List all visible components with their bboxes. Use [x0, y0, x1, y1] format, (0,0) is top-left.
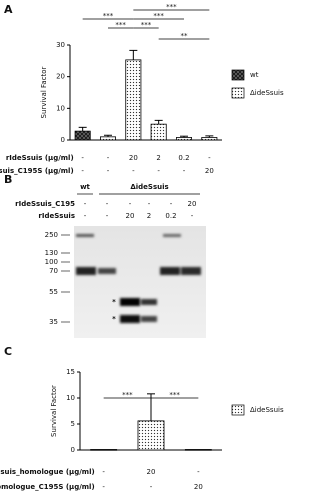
band-asterisk: *: [112, 298, 116, 306]
condition-label: rIdeSsuis_homologue_C195S (µg/ml): [0, 483, 95, 491]
condition-value: -: [148, 200, 151, 208]
bar: [150, 123, 167, 141]
y-axis-label: Survival Factor: [50, 385, 58, 437]
significance-label: ***: [169, 391, 180, 399]
significance-label: ***: [153, 12, 164, 20]
error-bar: [104, 134, 112, 137]
condition-value: 0.2: [178, 154, 189, 162]
condition-value: 2: [147, 212, 151, 220]
condition-value: -: [84, 200, 87, 208]
marker-label: 250: [45, 231, 58, 239]
condition-value: -: [107, 167, 110, 175]
lane-group-label: wt: [80, 183, 90, 191]
condition-value: -: [106, 212, 109, 220]
y-tick-label: 10: [66, 394, 75, 402]
y-tick-label: 30: [56, 41, 65, 49]
condition-value: -: [157, 167, 160, 175]
condition-value: -: [170, 200, 173, 208]
bar: [201, 137, 218, 141]
significance-label: ***: [122, 391, 133, 399]
significance-label: ***: [141, 21, 152, 29]
y-tick-label: 15: [66, 368, 75, 376]
bar: [125, 59, 142, 141]
condition-value: 0.2: [165, 212, 176, 220]
condition-value: -: [132, 167, 135, 175]
legend-swatch: [231, 404, 245, 416]
panel-letter: C: [4, 345, 12, 358]
condition-value: -: [106, 200, 109, 208]
error-bar: [78, 126, 87, 132]
condition-value: -: [107, 154, 110, 162]
error-bar: [154, 119, 163, 125]
condition-value: -: [191, 212, 194, 220]
significance-label: ***: [103, 12, 114, 20]
condition-value: -: [208, 154, 211, 162]
condition-value: -: [102, 483, 105, 491]
legend-swatch: [231, 69, 245, 81]
lane-group-label: ΔideSsuis: [130, 183, 168, 191]
condition-value: -: [129, 200, 132, 208]
marker-label: 70: [49, 267, 58, 275]
significance-label: ***: [115, 21, 126, 29]
condition-value: 20: [129, 154, 138, 162]
error-bar: [205, 135, 214, 138]
condition-label: rIdeSsuis_C195S (µg/ml): [0, 167, 74, 175]
y-tick-label: 0: [61, 136, 65, 144]
condition-value: 20: [147, 468, 156, 476]
condition-value: 2: [156, 154, 160, 162]
condition-label: rIdeSsuis: [38, 212, 75, 220]
legend-label: ΔideSsuis: [250, 406, 284, 414]
marker-label: 35: [49, 318, 58, 326]
legend-label: wt: [250, 71, 259, 79]
legend-swatch: [231, 87, 245, 99]
error-bar: [180, 135, 188, 138]
panel-letter: A: [4, 3, 13, 16]
condition-value: -: [197, 468, 200, 476]
bar: [184, 449, 212, 451]
significance-label: ***: [166, 3, 177, 11]
bar: [74, 130, 91, 141]
y-tick-label: 10: [56, 104, 65, 112]
condition-value: 20: [205, 167, 214, 175]
condition-value: -: [183, 167, 186, 175]
condition-value: 20: [188, 200, 197, 208]
band-asterisk: *: [112, 315, 116, 323]
condition-label: rIdeSsuis_C195: [15, 200, 75, 208]
marker-label: 130: [45, 249, 58, 257]
legend-label: ΔideSsuis: [250, 89, 284, 97]
condition-label: rIdeSsuis_homologue (µg/ml): [0, 468, 95, 476]
condition-value: -: [150, 483, 153, 491]
condition-value: -: [81, 154, 84, 162]
y-tick-label: 0: [71, 446, 75, 454]
condition-label: rIdeSsuis (µg/ml): [6, 154, 74, 162]
y-tick-label: 5: [71, 420, 75, 428]
condition-value: 20: [126, 212, 135, 220]
y-tick-label: 20: [56, 73, 65, 81]
marker-label: 100: [45, 258, 58, 266]
condition-value: -: [81, 167, 84, 175]
significance-label: **: [181, 32, 189, 40]
condition-value: -: [84, 212, 87, 220]
bar: [100, 136, 117, 141]
marker-label: 55: [49, 288, 58, 296]
bar: [90, 449, 118, 451]
error-bar: [129, 49, 138, 60]
condition-value: 20: [194, 483, 203, 491]
condition-value: -: [102, 468, 105, 476]
y-axis-label: Survival Factor: [40, 66, 48, 118]
blot-image: [74, 226, 206, 338]
panel-letter: B: [4, 173, 12, 186]
bar: [137, 420, 165, 451]
bar: [175, 137, 192, 141]
